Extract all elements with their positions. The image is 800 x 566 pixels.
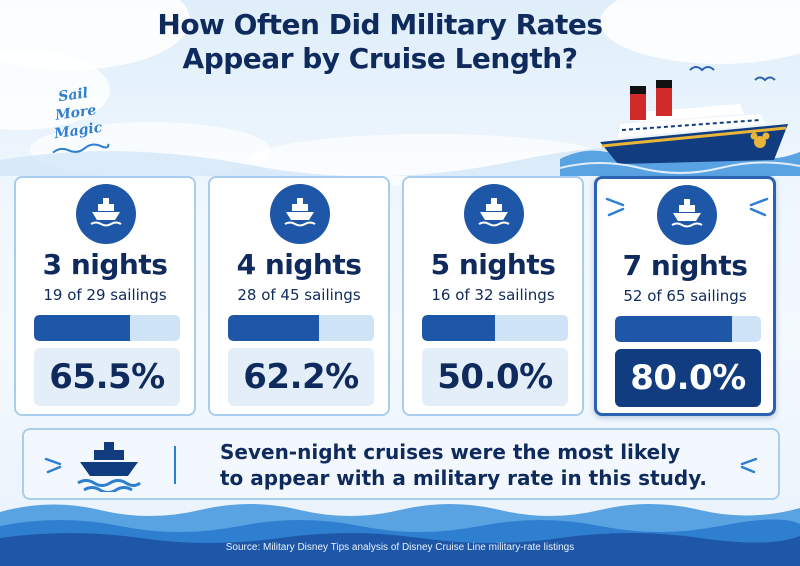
sparkle-icon <box>44 457 62 474</box>
sparkle-icon <box>605 197 625 217</box>
bar-card-3-nights: 3 nights 19 of 29 sailings 65.5% <box>14 176 196 416</box>
divider <box>174 446 176 484</box>
wave-icon <box>52 143 110 154</box>
category-label: 4 nights <box>236 248 362 281</box>
ship-icon <box>90 198 122 227</box>
category-label: 3 nights <box>42 248 168 281</box>
ship-badge <box>270 184 330 244</box>
percent-label: 50.0% <box>422 348 568 406</box>
ship-icon <box>77 442 141 492</box>
chart-title: How Often Did Military Rates Appear by C… <box>120 8 640 76</box>
ship-badge <box>464 184 524 244</box>
ship-icon <box>478 198 510 227</box>
percent-label: 65.5% <box>34 348 180 406</box>
takeaway-text: Seven-night cruises were the most likely… <box>220 439 740 491</box>
sparkle-icon <box>740 457 758 474</box>
bar-card-5-nights: 5 nights 16 of 32 sailings 50.0% <box>402 176 584 416</box>
ship-badge <box>657 185 717 245</box>
category-label: 5 nights <box>430 248 556 281</box>
source-note: Source: Military Disney Tips analysis of… <box>225 542 575 553</box>
tagline: Sail More Magic <box>29 80 124 163</box>
cruise-ship-illustration <box>560 80 800 176</box>
ship-icon <box>284 198 316 227</box>
bar-track <box>34 315 180 341</box>
bar-fill <box>615 316 732 342</box>
bar-card-7-nights: 7 nights 52 of 65 sailings 80.0% <box>594 176 776 416</box>
sailing-count: 28 of 45 sailings <box>237 286 361 304</box>
ship-icon <box>671 199 703 228</box>
percent-label: 80.0% <box>615 349 761 407</box>
takeaway-line-1: Seven-night cruises were the most likely <box>220 440 681 464</box>
category-label: 7 nights <box>622 249 748 282</box>
ship-badge <box>76 184 136 244</box>
takeaway-line-2: to appear with a military rate in this s… <box>220 466 708 490</box>
bar-track <box>615 316 761 342</box>
ocean-waves <box>0 504 800 566</box>
sailing-count: 16 of 32 sailings <box>431 286 555 304</box>
bar-track <box>422 315 568 341</box>
bar-fill <box>228 315 319 341</box>
bar-card-4-nights: 4 nights 28 of 45 sailings 62.2% <box>208 176 390 416</box>
sparkle-icon <box>749 197 769 217</box>
takeaway-banner: Seven-night cruises were the most likely… <box>22 428 780 500</box>
bird-icon <box>689 66 715 72</box>
bar-fill <box>422 315 495 341</box>
bar-fill <box>34 315 130 341</box>
title-line-1: How Often Did Military Rates <box>157 8 603 41</box>
bar-track <box>228 315 374 341</box>
bird-icon <box>754 76 776 82</box>
title-line-2: Appear by Cruise Length? <box>182 42 578 75</box>
percent-label: 62.2% <box>228 348 374 406</box>
sailing-count: 19 of 29 sailings <box>43 286 167 304</box>
sailing-count: 52 of 65 sailings <box>623 287 747 305</box>
